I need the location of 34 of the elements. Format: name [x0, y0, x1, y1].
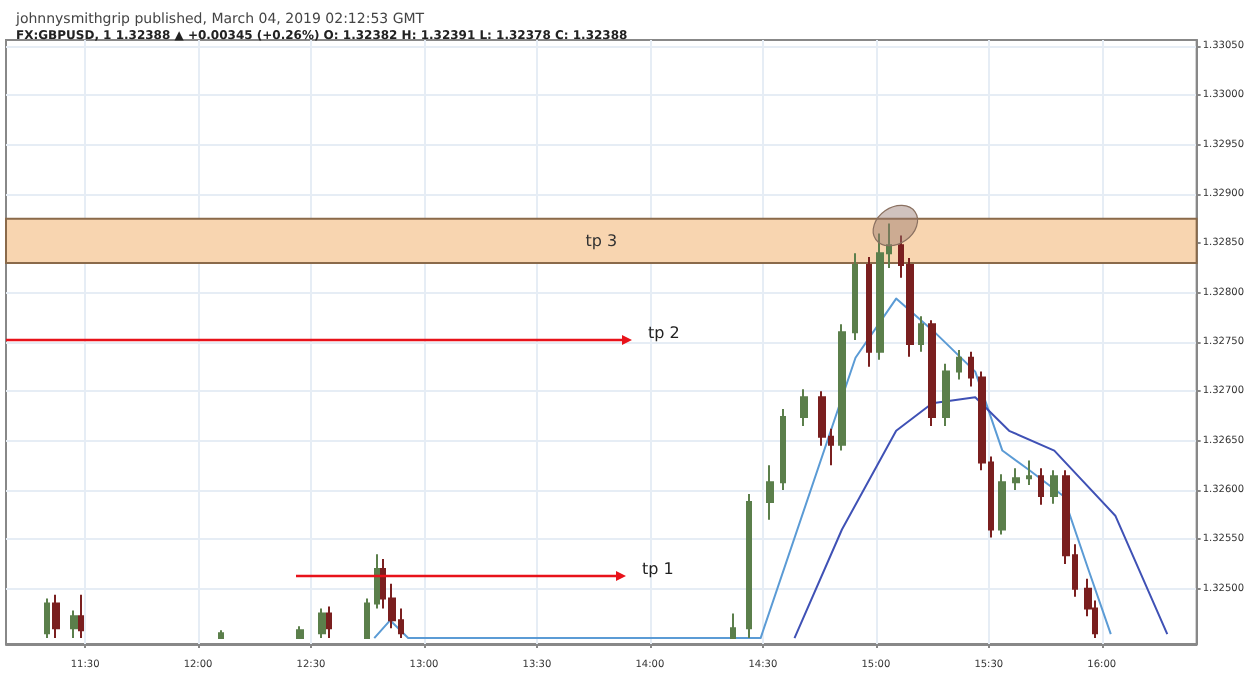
candlestick [70, 609, 78, 640]
candlestick [866, 256, 872, 368]
candlestick [52, 593, 60, 640]
candlestick [800, 388, 808, 427]
candlestick [1026, 459, 1032, 487]
candlestick [852, 252, 858, 342]
candlestick [942, 362, 950, 427]
candlestick [838, 323, 846, 452]
candlestick [318, 607, 326, 640]
candlestick [326, 605, 332, 640]
annotation: tp 1 [642, 560, 674, 578]
candlestick [218, 629, 224, 640]
band-label: tp 3 [585, 231, 618, 250]
annotation: tp 2 [648, 324, 680, 342]
candlestick [1012, 467, 1020, 492]
candlestick [918, 315, 924, 353]
candlestick [364, 597, 370, 640]
candlestick [780, 408, 786, 492]
candlestick [374, 553, 380, 610]
candlestick [998, 473, 1006, 536]
line-series [793, 396, 1169, 640]
candlestick [1038, 467, 1044, 506]
line-series [373, 297, 1112, 640]
candlestick [746, 492, 752, 640]
candlestick [968, 350, 974, 388]
candlestick [928, 319, 936, 427]
candlestick [730, 612, 736, 640]
candlestick [44, 597, 50, 640]
candlestick [1050, 469, 1058, 505]
candlestick [956, 348, 962, 381]
candlestick [766, 464, 774, 521]
candlestick [78, 593, 84, 640]
candlestick [296, 625, 304, 640]
candlestick [876, 232, 884, 361]
